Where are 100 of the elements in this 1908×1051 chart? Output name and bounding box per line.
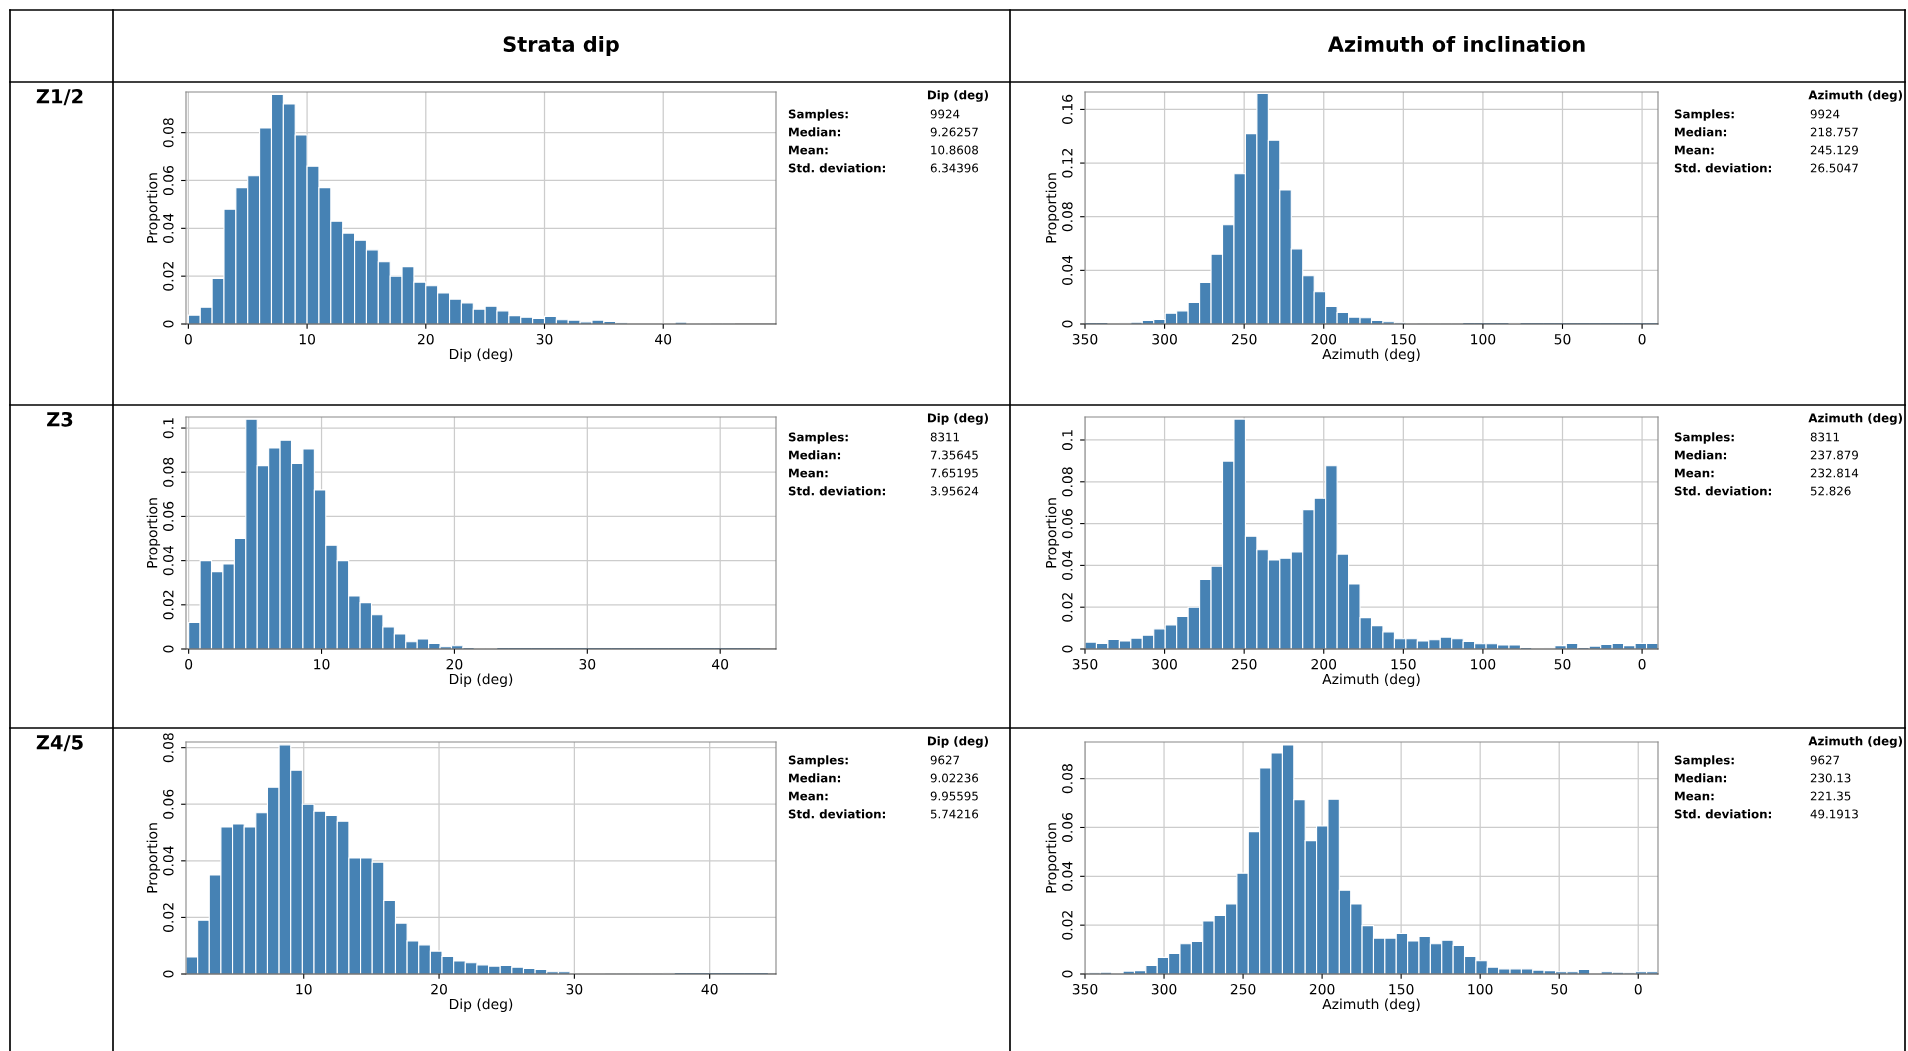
- y-tick-label: 0: [163, 645, 174, 653]
- y-axis-title: Proportion: [146, 823, 161, 893]
- text: Median:: [789, 773, 841, 783]
- y-tick-label: 0.04: [163, 213, 174, 243]
- x-tick-label: 200: [1311, 658, 1337, 670]
- x-tick-label: 20: [446, 658, 463, 670]
- x-tick-label: 300: [1152, 658, 1177, 670]
- y-tick-label: 0.06: [163, 501, 174, 531]
- x-tick-label: 20: [417, 333, 434, 345]
- y-tick-label: 0.08: [1062, 764, 1073, 794]
- text: Z1/2: [36, 88, 83, 106]
- y-axis-title: Proportion: [146, 498, 161, 568]
- text: 237.879: [1810, 450, 1858, 460]
- y-tick-label: 0.04: [1062, 255, 1073, 285]
- text: Samples:: [788, 109, 848, 121]
- x-tick-label: 100: [1471, 658, 1496, 670]
- x-tick-label: 30: [566, 983, 583, 995]
- x-tick-label: 40: [701, 983, 718, 995]
- text: 9627: [930, 755, 960, 765]
- y-tick-label: 0.06: [163, 789, 174, 819]
- x-tick-label: 0: [185, 658, 193, 670]
- x-axis-title: Dip (deg): [449, 348, 513, 362]
- y-tick-label: 0.04: [1062, 861, 1073, 891]
- text: Azimuth (deg): [1808, 413, 1902, 425]
- y-tick-label: 0.02: [1062, 911, 1073, 940]
- text: 9.26257: [930, 127, 978, 137]
- x-axis-title: Azimuth (deg): [1322, 348, 1420, 362]
- y-tick-label: 0.04: [163, 846, 174, 876]
- x-tick-label: 0: [1638, 658, 1646, 670]
- text: Mean:: [1675, 791, 1714, 801]
- text: 8311: [930, 432, 959, 442]
- x-tick-label: 40: [712, 658, 729, 670]
- x-axis-title: Azimuth (deg): [1322, 673, 1420, 687]
- x-tick-label: 350: [1072, 983, 1098, 995]
- text: 9924: [930, 109, 960, 119]
- text: Std. deviation:: [1674, 163, 1771, 173]
- text: Azimuth (deg): [1808, 90, 1902, 102]
- x-tick-label: 0: [1634, 983, 1642, 995]
- x-tick-label: 350: [1072, 658, 1098, 670]
- text: Samples:: [1674, 755, 1734, 767]
- text: 230.13: [1810, 773, 1851, 783]
- y-tick-label: 0.02: [1062, 593, 1073, 622]
- x-axis-title: Azimuth (deg): [1322, 998, 1420, 1012]
- x-tick-label: 350: [1072, 333, 1098, 345]
- y-axis-title: Proportion: [146, 173, 161, 243]
- y-tick-label: 0.08: [163, 457, 174, 487]
- x-tick-label: 20: [431, 983, 447, 995]
- text: Azimuth (deg): [1808, 736, 1902, 748]
- text: Std. deviation:: [788, 486, 885, 496]
- text: 218.757: [1810, 127, 1858, 137]
- text: Samples:: [788, 432, 848, 444]
- text: Std. deviation:: [788, 809, 885, 819]
- y-tick-label: 0: [1062, 320, 1073, 328]
- text: Dip (deg): [927, 413, 988, 425]
- x-tick-label: 50: [1551, 983, 1568, 995]
- text: 221.35: [1810, 791, 1851, 801]
- y-tick-label: 0: [163, 320, 174, 328]
- y-tick-label: 0.04: [163, 545, 174, 576]
- text: Median:: [1675, 450, 1727, 460]
- text: Samples:: [788, 755, 848, 767]
- text: 10.8608: [931, 145, 979, 155]
- x-axis-title: Dip (deg): [449, 998, 513, 1012]
- text: 8311: [1810, 432, 1839, 442]
- text: Median:: [1675, 773, 1727, 783]
- text: 232.814: [1810, 468, 1859, 478]
- text: Samples:: [1674, 432, 1734, 444]
- x-tick-label: 200: [1311, 333, 1337, 345]
- text: 9.02236: [930, 773, 979, 783]
- text: 7.65195: [930, 468, 978, 478]
- text: Median:: [1675, 127, 1727, 137]
- y-tick-label: 0.08: [163, 118, 174, 148]
- text: Mean:: [1675, 145, 1714, 155]
- x-tick-label: 100: [1468, 983, 1493, 995]
- x-tick-label: 150: [1389, 983, 1414, 995]
- y-tick-label: 0.06: [1062, 812, 1073, 843]
- y-tick-label: 0: [1062, 645, 1073, 653]
- text: 9.95595: [930, 791, 978, 801]
- text: Median:: [789, 127, 841, 137]
- text: Z3: [47, 411, 73, 427]
- y-tick-label: 0.06: [1062, 509, 1073, 539]
- text: Mean:: [789, 791, 828, 801]
- y-tick-label: 0.1: [163, 418, 174, 439]
- text: Std. deviation:: [1674, 809, 1771, 819]
- text: Dip (deg): [927, 736, 988, 748]
- text: Samples:: [1674, 109, 1734, 121]
- y-tick-label: 0.02: [163, 903, 174, 932]
- text: Mean:: [1675, 468, 1714, 478]
- text: 6.34396: [930, 163, 979, 173]
- text: 7.35645: [930, 450, 978, 460]
- x-tick-label: 250: [1230, 983, 1256, 995]
- x-tick-label: 0: [184, 333, 192, 345]
- y-axis-title: Proportion: [1045, 173, 1060, 243]
- text: 3.95624: [930, 486, 979, 496]
- x-tick-label: 10: [314, 658, 330, 670]
- y-tick-label: 0.08: [1062, 202, 1073, 232]
- text: 52.826: [1810, 486, 1851, 496]
- y-tick-label: 0.1: [1062, 430, 1073, 451]
- text: Dip (deg): [927, 90, 988, 102]
- text: Std. deviation:: [788, 163, 885, 173]
- y-tick-label: 0.12: [1062, 149, 1073, 178]
